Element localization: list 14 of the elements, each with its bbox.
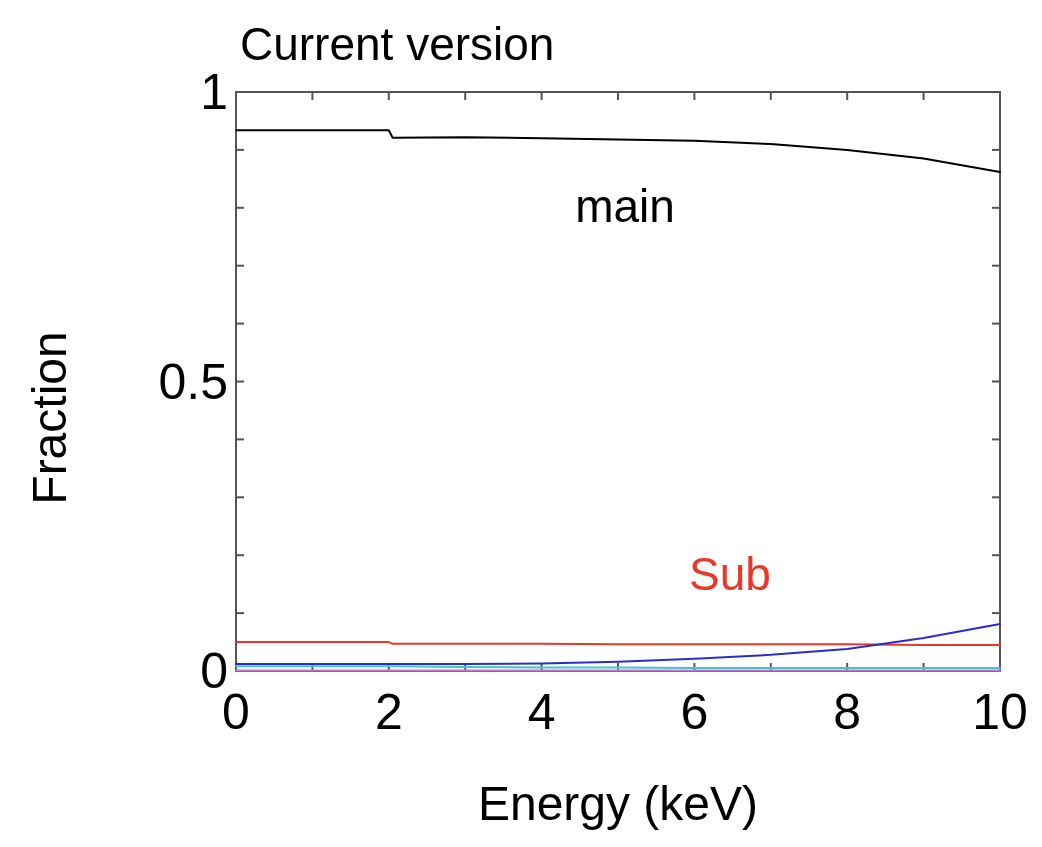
x-tick-label: 8 [833,684,862,740]
chart-title: Current version [240,18,555,70]
y-axis-title: Fraction [23,331,76,505]
x-tick-label: 4 [527,684,556,740]
x-tick-label: 2 [374,684,403,740]
y-tick-label: 0.5 [158,353,228,410]
x-axis-title: Energy (keV) [477,777,759,830]
line-series [235,623,1001,666]
x-tick-label: 10 [972,684,1028,740]
series-label: Sub [689,548,771,600]
series-label: main [575,180,675,232]
x-tick-label: 6 [680,684,709,740]
line-series [235,129,1001,173]
y-tick-label: 1 [200,64,228,120]
